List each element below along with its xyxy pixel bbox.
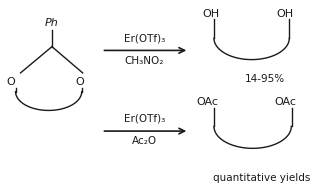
Text: Er(OTf)₃: Er(OTf)₃	[124, 33, 165, 43]
Text: quantitative yields: quantitative yields	[213, 173, 310, 183]
Text: 14-95%: 14-95%	[245, 74, 285, 84]
Text: OAc: OAc	[274, 97, 296, 107]
Text: OH: OH	[202, 9, 219, 19]
Text: O: O	[75, 77, 84, 87]
Text: OAc: OAc	[196, 97, 218, 107]
Text: Ph: Ph	[45, 18, 59, 28]
Text: Ac₂O: Ac₂O	[132, 136, 157, 146]
Text: OH: OH	[277, 9, 293, 19]
Text: O: O	[6, 77, 15, 87]
Text: Er(OTf)₃: Er(OTf)₃	[124, 114, 165, 124]
Text: CH₃NO₂: CH₃NO₂	[125, 56, 164, 66]
